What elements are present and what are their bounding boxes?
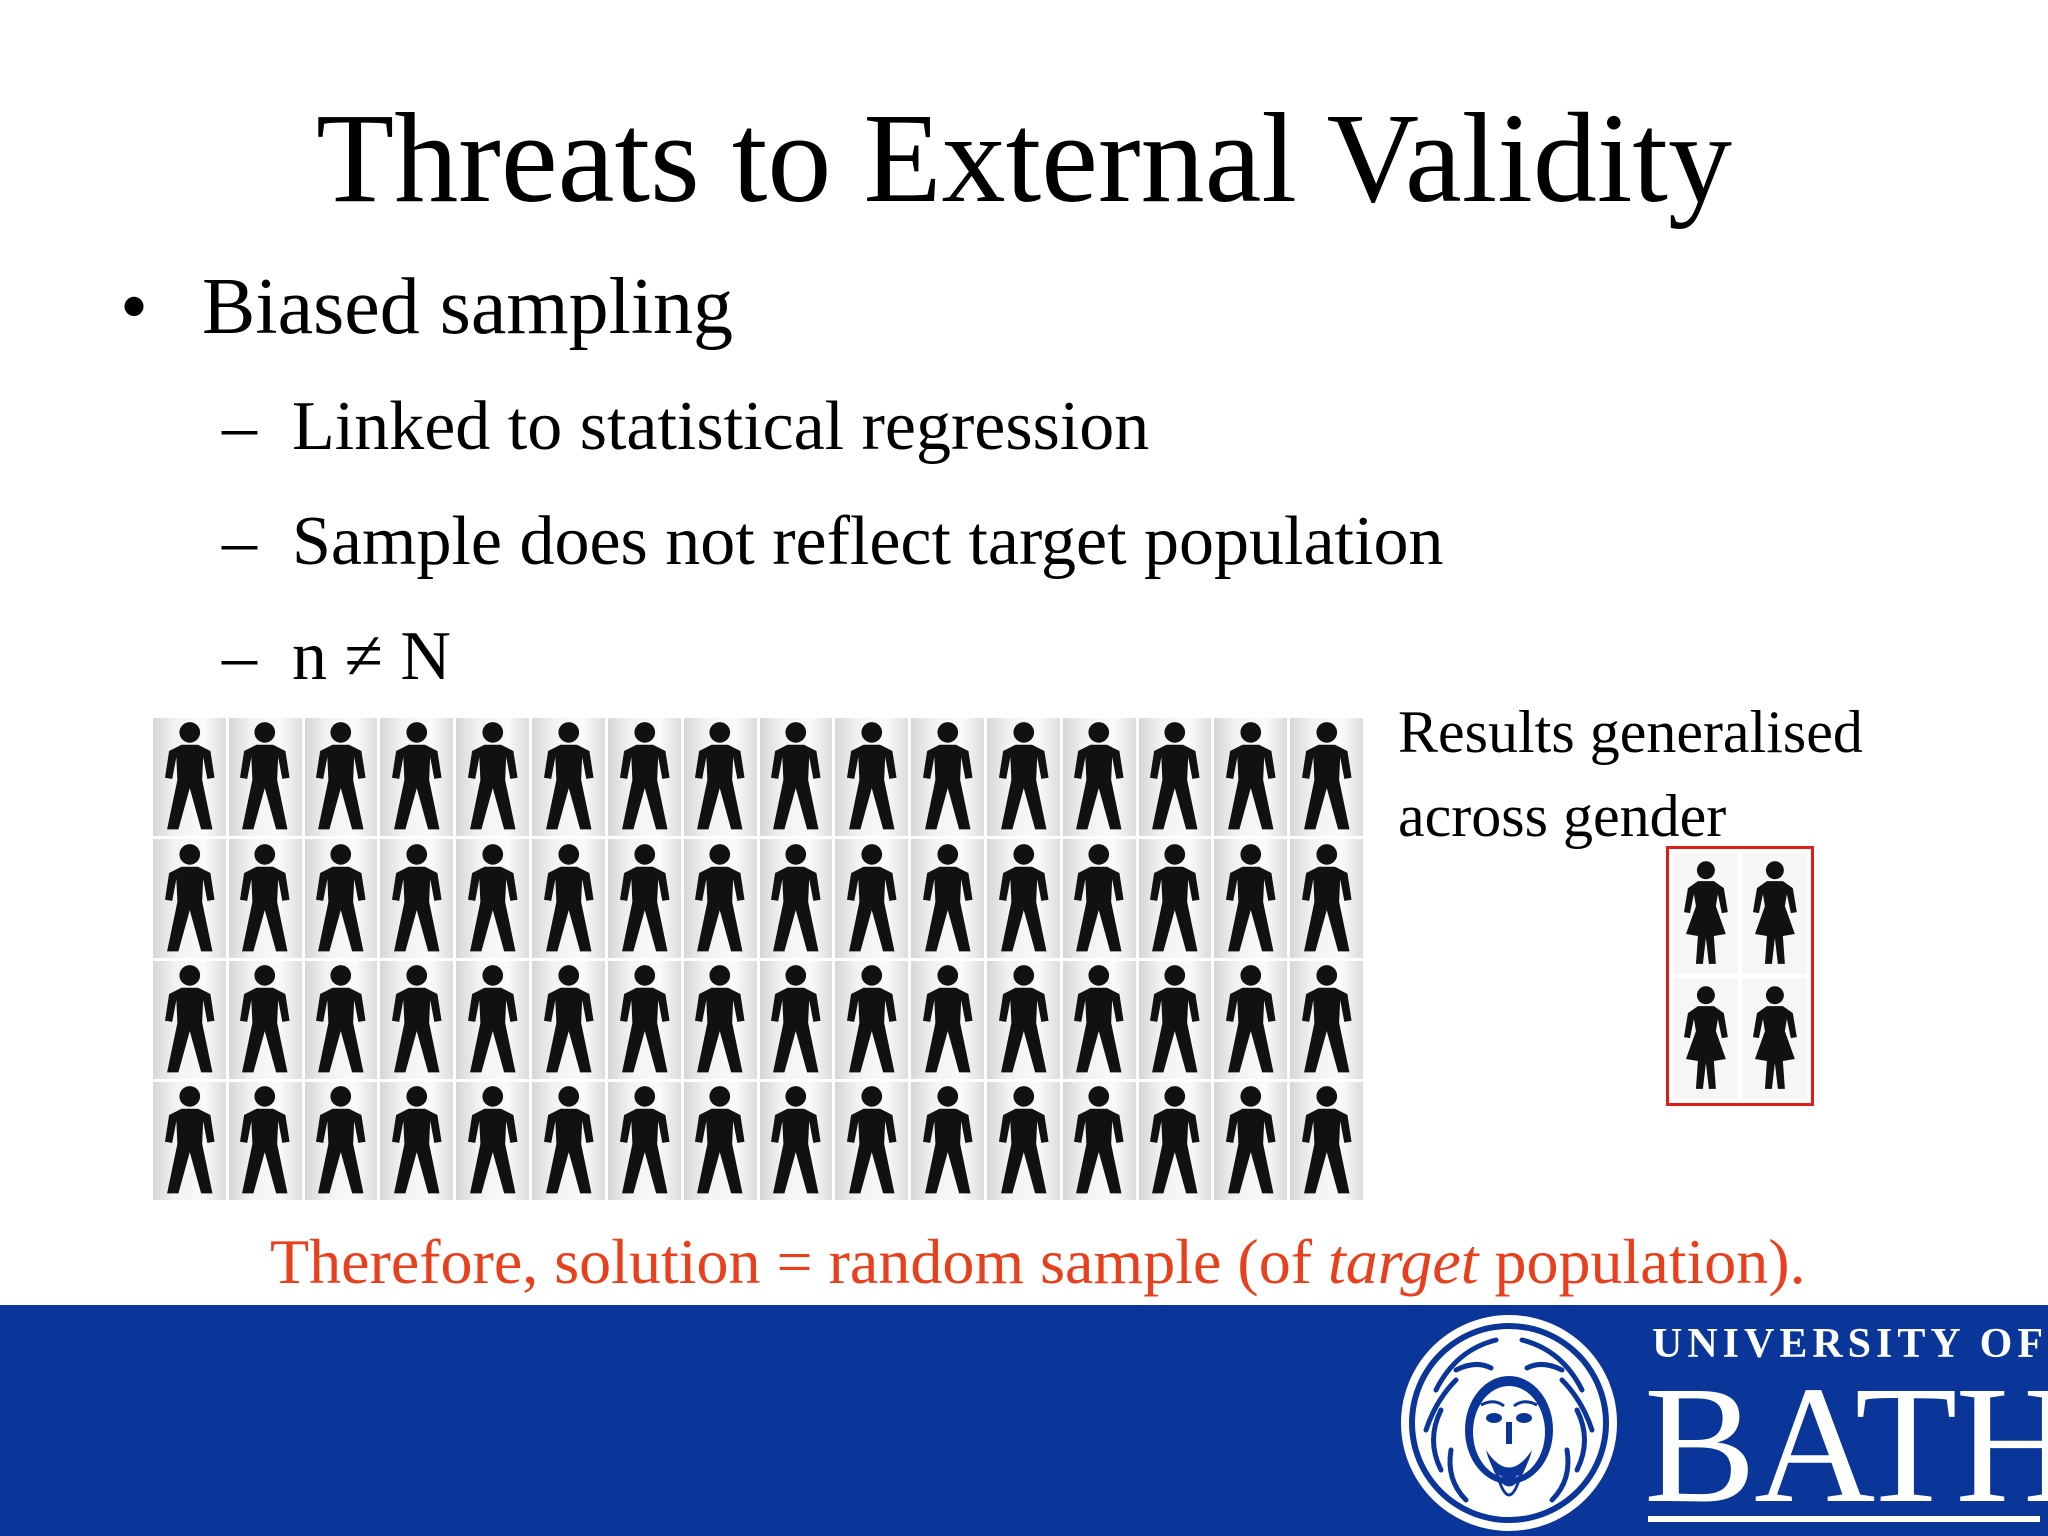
subbullet-n-not-equal-n: – n ≠ N bbox=[222, 617, 451, 697]
male-figure-icon bbox=[683, 1081, 757, 1200]
male-figure-icon bbox=[986, 839, 1060, 958]
male-figure-icon bbox=[1138, 839, 1212, 958]
male-figure-icon bbox=[835, 718, 909, 837]
male-figure-icon bbox=[228, 1081, 302, 1200]
male-figure-icon bbox=[1214, 839, 1288, 958]
male-figure-icon bbox=[1290, 1081, 1363, 1200]
male-figure-icon bbox=[759, 839, 833, 958]
subbullet-regression: – Linked to statistical regression bbox=[222, 387, 1149, 467]
male-figure-icon bbox=[1290, 839, 1363, 958]
male-figure-icon bbox=[304, 718, 378, 837]
conclusion-text: Therefore, solution = random sample (of … bbox=[270, 1222, 1806, 1302]
male-figure-icon bbox=[228, 960, 302, 1079]
bullet-biased-sampling: • Biased sampling bbox=[120, 262, 733, 352]
bullet-symbol: • bbox=[120, 263, 149, 351]
male-figure-icon bbox=[1138, 960, 1212, 1079]
male-figure-icon bbox=[759, 1081, 833, 1200]
male-figure-icon bbox=[228, 718, 302, 837]
male-figure-icon bbox=[1062, 960, 1136, 1079]
male-figure-icon bbox=[835, 960, 909, 1079]
university-of-label: UNIVERSITY OF bbox=[1652, 1321, 2048, 1367]
male-figure-icon bbox=[911, 718, 984, 837]
male-figure-icon bbox=[759, 718, 833, 837]
conclusion-emphasis: target bbox=[1328, 1226, 1479, 1297]
male-figure-icon bbox=[911, 960, 984, 1079]
female-sample-box bbox=[1666, 846, 1814, 1106]
male-figure-icon bbox=[607, 1081, 681, 1200]
male-figure-icon bbox=[1138, 718, 1212, 837]
male-figure-icon bbox=[1062, 1081, 1136, 1200]
conclusion-after: population). bbox=[1478, 1226, 1806, 1297]
male-figure-icon bbox=[228, 839, 302, 958]
male-figure-icon bbox=[456, 718, 530, 837]
female-figure-icon bbox=[1673, 978, 1738, 1099]
male-figure-icon bbox=[304, 839, 378, 958]
male-figure-icon bbox=[683, 839, 757, 958]
figure-caption: Results generalised across gender bbox=[1398, 690, 1863, 858]
male-figure-icon bbox=[986, 718, 1060, 837]
male-figure-icon bbox=[1214, 960, 1288, 1079]
male-figure-icon bbox=[1062, 718, 1136, 837]
male-figure-icon bbox=[304, 1081, 378, 1200]
male-figure-icon bbox=[153, 839, 226, 958]
male-population-grid bbox=[153, 718, 1363, 1200]
male-figure-icon bbox=[1214, 1081, 1288, 1200]
bullet-text: Biased sampling bbox=[202, 263, 734, 351]
male-figure-icon bbox=[607, 839, 681, 958]
male-figure-icon bbox=[153, 718, 226, 837]
male-figure-icon bbox=[532, 718, 605, 837]
male-figure-icon bbox=[759, 960, 833, 1079]
bath-wordmark: BATH bbox=[1644, 1352, 2048, 1536]
subbullet-text: Linked to statistical regression bbox=[292, 388, 1150, 465]
male-figure-icon bbox=[532, 839, 605, 958]
male-figure-icon bbox=[986, 960, 1060, 1079]
male-figure-icon bbox=[380, 839, 454, 958]
bath-underline bbox=[1648, 1516, 2040, 1522]
conclusion-before: Therefore, solution = random sample (of bbox=[270, 1226, 1328, 1297]
slide-title: Threats to External Validity bbox=[316, 87, 1732, 229]
male-figure-icon bbox=[380, 718, 454, 837]
male-figure-icon bbox=[911, 839, 984, 958]
subbullet-target-population: – Sample does not reflect target populati… bbox=[222, 502, 1443, 582]
female-figure-icon bbox=[1742, 978, 1807, 1099]
male-figure-icon bbox=[1290, 960, 1363, 1079]
subbullet-dash: – bbox=[222, 388, 257, 465]
male-figure-icon bbox=[835, 839, 909, 958]
male-figure-icon bbox=[911, 1081, 984, 1200]
subbullet-dash: – bbox=[222, 618, 257, 695]
male-figure-icon bbox=[1062, 839, 1136, 958]
university-seal-icon bbox=[1401, 1315, 1617, 1531]
male-figure-icon bbox=[456, 1081, 530, 1200]
male-figure-icon bbox=[304, 960, 378, 1079]
footer-bar bbox=[0, 1305, 2048, 1536]
male-figure-icon bbox=[456, 839, 530, 958]
male-figure-icon bbox=[532, 1081, 605, 1200]
male-figure-icon bbox=[986, 1081, 1060, 1200]
male-figure-icon bbox=[456, 960, 530, 1079]
caption-line-2: across gender bbox=[1398, 783, 1727, 849]
male-figure-icon bbox=[683, 718, 757, 837]
male-figure-icon bbox=[1214, 718, 1288, 837]
male-figure-icon bbox=[835, 1081, 909, 1200]
subbullet-text: Sample does not reflect target populatio… bbox=[292, 503, 1444, 580]
subbullet-text: n ≠ N bbox=[292, 618, 451, 695]
male-figure-icon bbox=[380, 960, 454, 1079]
female-figure-icon bbox=[1742, 853, 1807, 974]
male-figure-icon bbox=[153, 1081, 226, 1200]
male-figure-icon bbox=[683, 960, 757, 1079]
male-figure-icon bbox=[380, 1081, 454, 1200]
male-figure-icon bbox=[607, 960, 681, 1079]
male-figure-icon bbox=[1138, 1081, 1212, 1200]
male-figure-icon bbox=[153, 960, 226, 1079]
male-figure-icon bbox=[1290, 718, 1363, 837]
female-figure-icon bbox=[1673, 853, 1738, 974]
male-figure-icon bbox=[607, 718, 681, 837]
male-figure-icon bbox=[532, 960, 605, 1079]
caption-line-1: Results generalised bbox=[1398, 699, 1863, 765]
subbullet-dash: – bbox=[222, 503, 257, 580]
